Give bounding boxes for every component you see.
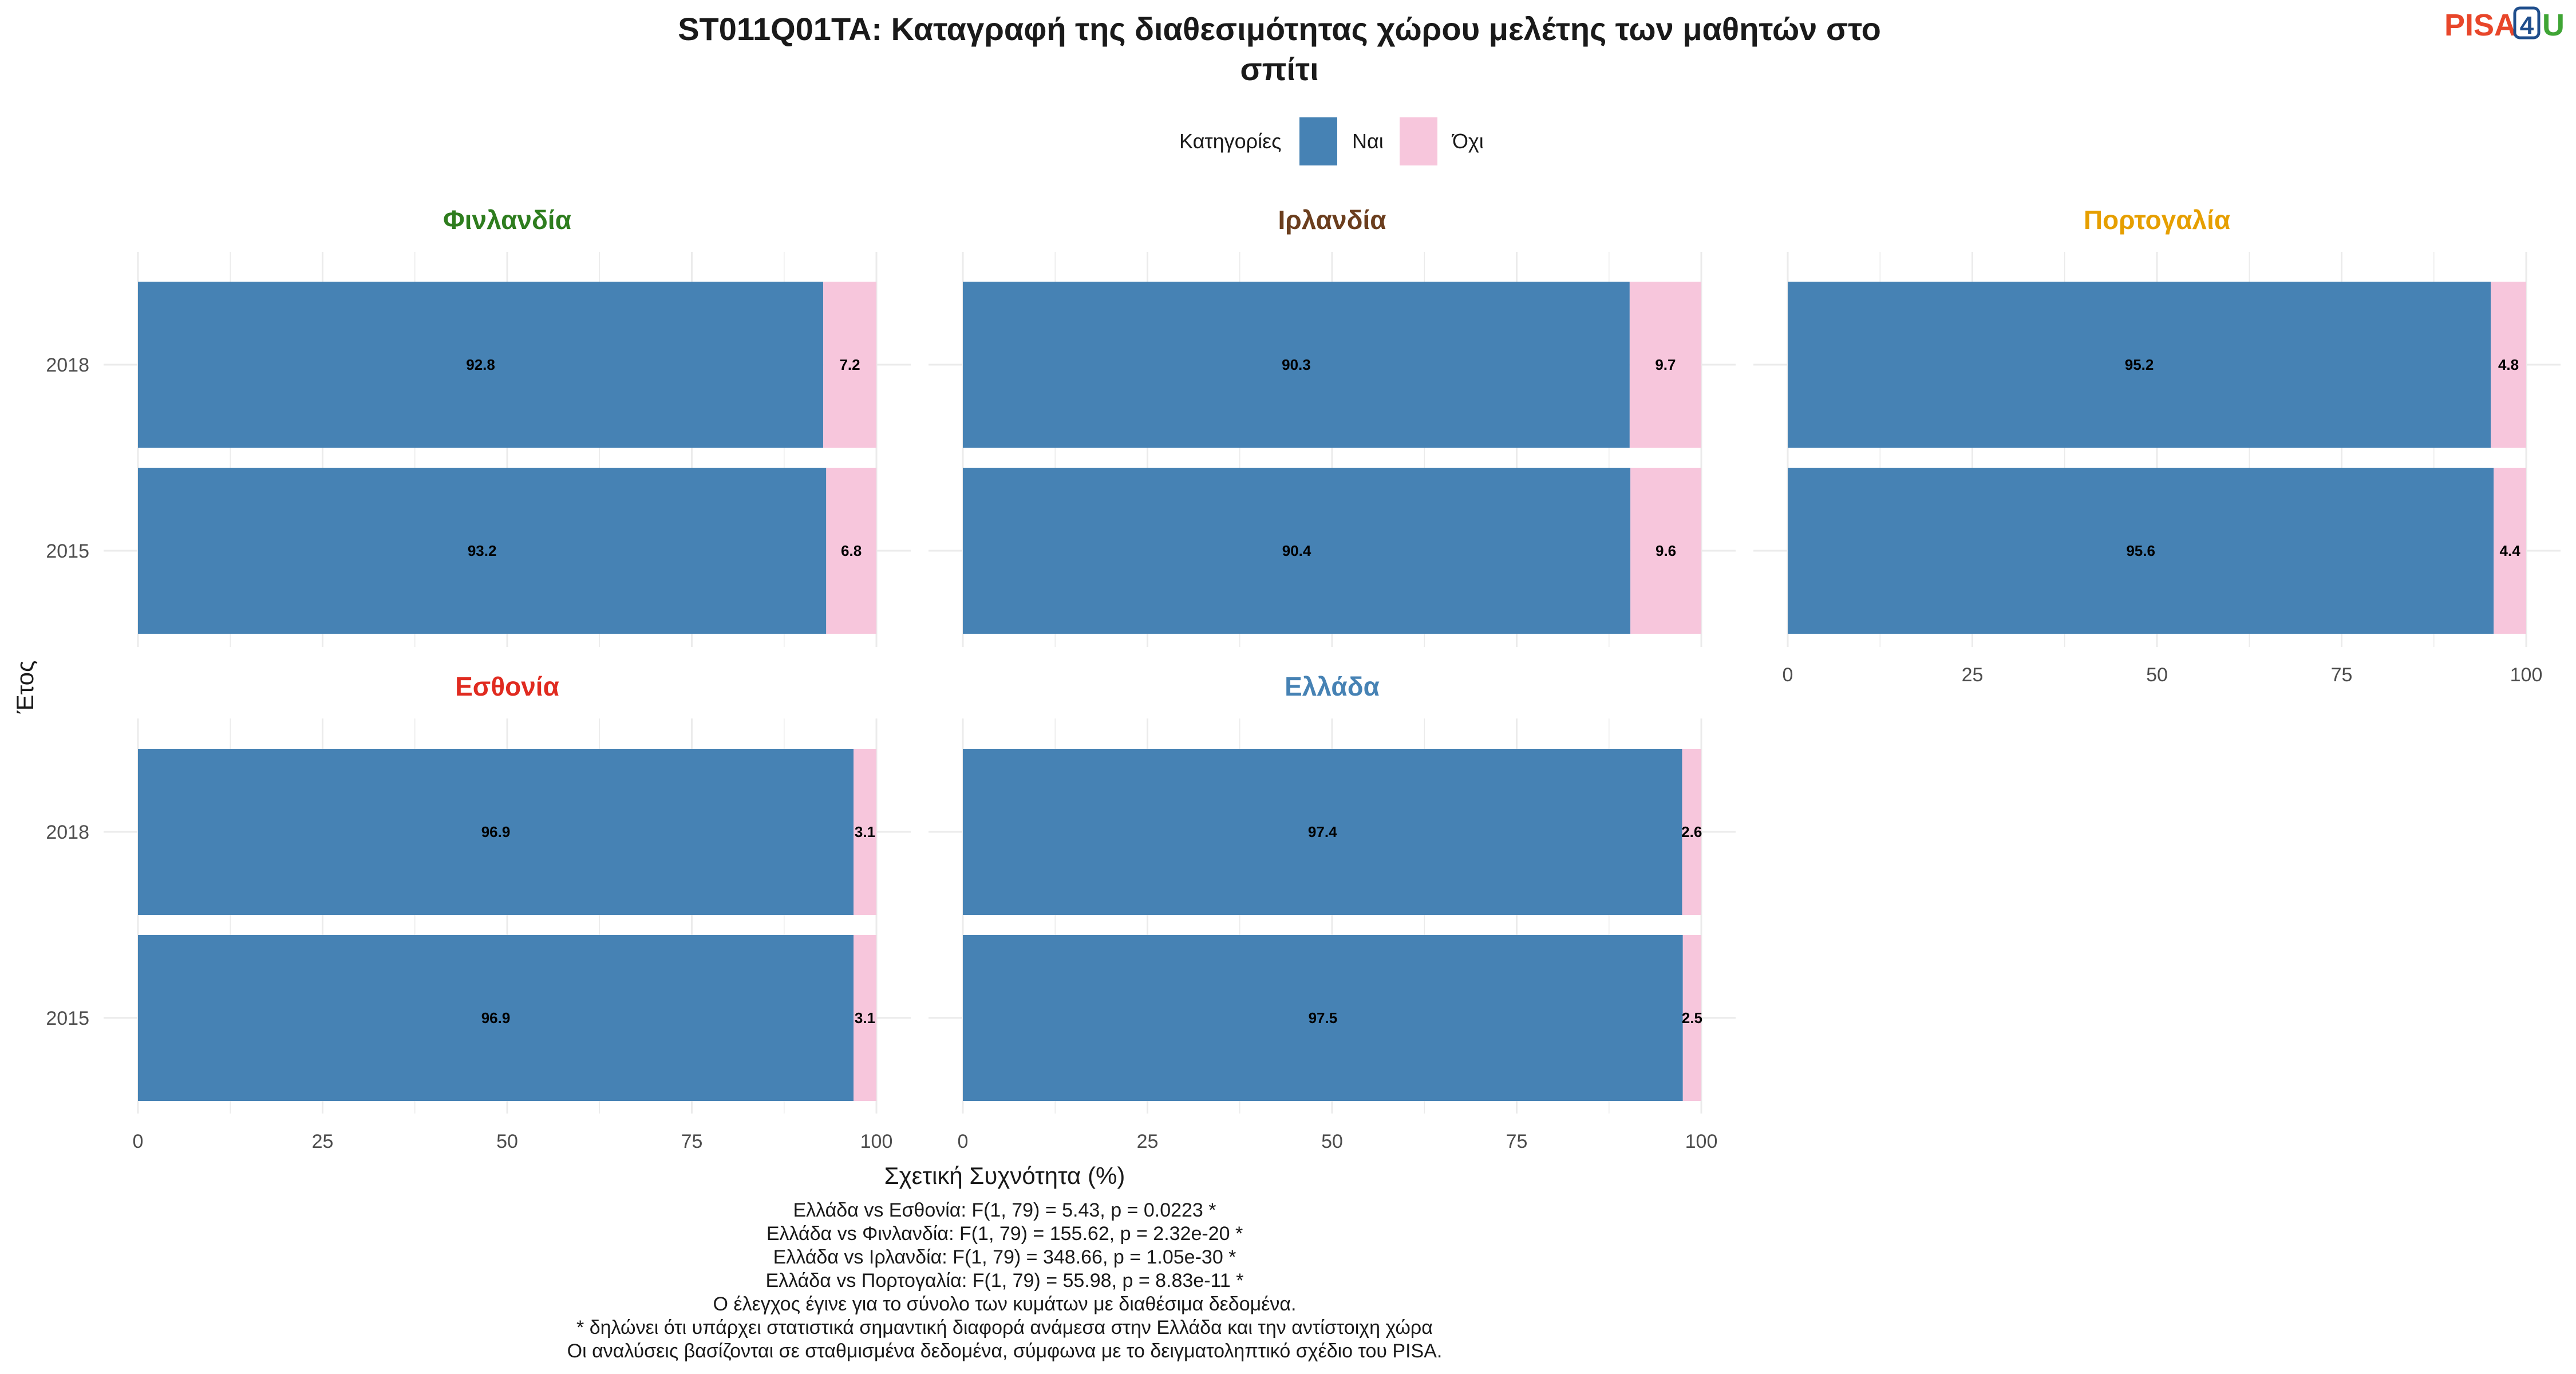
bar-value-label: 2.6 xyxy=(1681,823,1702,840)
footnote-line: * δηλώνει ότι υπάρχει στατιστικά σημαντι… xyxy=(576,1317,1433,1339)
bar-oxi-2018 xyxy=(854,749,876,915)
bar-oxi-2015 xyxy=(854,935,876,1101)
x-axis-title: Σχετική Συχνότητα (%) xyxy=(884,1162,1125,1189)
bar-nai-2018 xyxy=(1788,282,2491,448)
x-tick-label: 0 xyxy=(1783,664,1793,686)
facet-panel: Ιρλανδία 90.3 9.7 90.4 9.6 xyxy=(929,205,1736,647)
bar-oxi-2018 xyxy=(2491,282,2526,448)
facet-title: Ιρλανδία xyxy=(1278,205,1386,235)
bar-nai-2018 xyxy=(138,282,824,448)
x-tick-label: 100 xyxy=(2510,664,2543,686)
facet-title: Ελλάδα xyxy=(1285,672,1380,701)
bar-nai-2015 xyxy=(138,935,854,1101)
chart-title-line2: σπίτι xyxy=(1240,51,1318,87)
bar-value-label: 2.5 xyxy=(1682,1009,1702,1026)
x-tick-label: 50 xyxy=(1321,1131,1343,1152)
legend: Κατηγορίες Ναι Όχι xyxy=(1179,117,1484,165)
footnote-line: Ο έλεγχος έγινε για το σύνολο των κυμάτω… xyxy=(713,1293,1297,1315)
bar-nai-2018 xyxy=(963,282,1630,448)
bar-oxi-2018 xyxy=(1682,749,1701,915)
bar-oxi-2015 xyxy=(1630,468,1701,634)
bar-nai-2018 xyxy=(138,749,854,915)
facet-title: Πορτογαλία xyxy=(2084,205,2230,235)
logo-text-u: U xyxy=(2542,8,2565,42)
legend-label-oxi: Όχι xyxy=(1451,129,1484,153)
x-tick-label: 100 xyxy=(860,1131,893,1152)
logo-box xyxy=(2513,6,2541,40)
legend-swatch-oxi xyxy=(1400,117,1437,165)
x-tick-label: 0 xyxy=(133,1131,144,1152)
bar-value-label: 9.7 xyxy=(1655,356,1676,373)
bar-value-label: 97.5 xyxy=(1309,1009,1338,1026)
y-tick-label: 2015 xyxy=(46,540,89,562)
bar-value-label: 92.8 xyxy=(466,356,495,373)
y-tick-label: 2018 xyxy=(46,822,89,843)
facet-title: Εσθονία xyxy=(455,672,559,701)
bar-value-label: 4.4 xyxy=(2500,542,2521,559)
bar-value-label: 3.1 xyxy=(855,823,875,840)
y-axis-title: Έτος xyxy=(11,661,38,714)
x-tick-label: 50 xyxy=(496,1131,518,1152)
footnote-line: Ελλάδα vs Φινλανδία: F(1, 79) = 155.62, … xyxy=(767,1223,1243,1245)
bar-value-label: 3.1 xyxy=(855,1009,875,1026)
bar-oxi-2015 xyxy=(2494,468,2526,634)
x-tick-label: 25 xyxy=(312,1131,334,1152)
footnote-line: Ελλάδα vs Πορτογαλία: F(1, 79) = 55.98, … xyxy=(765,1270,1243,1292)
bar-value-label: 6.8 xyxy=(841,542,862,559)
legend-swatch-nai xyxy=(1299,117,1337,165)
facet-panel: Εσθονία 2018 96.9 3.1 2015 96.9 3.1 0 25 50 75 100 xyxy=(46,672,911,1152)
bar-oxi-2015 xyxy=(1682,935,1701,1101)
bar-value-label: 96.9 xyxy=(481,823,511,840)
facet-panel: Φινλανδία 2018 92.8 7.2 2015 93.2 6.8 xyxy=(46,205,911,647)
bar-nai-2015 xyxy=(963,468,1631,634)
bar-nai-2018 xyxy=(963,749,1682,915)
legend-label-nai: Ναι xyxy=(1352,129,1384,153)
bar-value-label: 96.9 xyxy=(481,1009,511,1026)
x-tick-label: 75 xyxy=(681,1131,703,1152)
legend-title: Κατηγορίες xyxy=(1179,129,1282,153)
x-tick-label: 25 xyxy=(1137,1131,1159,1152)
x-tick-label: 75 xyxy=(2331,664,2353,686)
footnote-line: Ελλάδα vs Εσθονία: F(1, 79) = 5.43, p = … xyxy=(793,1199,1216,1221)
footnotes: Ελλάδα vs Εσθονία: F(1, 79) = 5.43, p = … xyxy=(567,1199,1443,1362)
bar-value-label: 95.2 xyxy=(2125,356,2154,373)
footnote-line: Οι αναλύσεις βασίζονται σε σταθμισμένα δ… xyxy=(567,1340,1443,1362)
bar-value-label: 97.4 xyxy=(1308,823,1337,840)
bar-value-label: 95.6 xyxy=(2126,542,2155,559)
x-tick-label: 25 xyxy=(1962,664,1984,686)
bar-nai-2015 xyxy=(138,468,827,634)
bar-oxi-2018 xyxy=(823,282,876,448)
bar-oxi-2018 xyxy=(1629,282,1701,448)
bar-value-label: 9.6 xyxy=(1656,542,1676,559)
bar-value-label: 90.4 xyxy=(1282,542,1311,559)
bar-value-label: 7.2 xyxy=(839,356,860,373)
facet-panels: Φινλανδία 2018 92.8 7.2 2015 93.2 6.8 Ιρλανδία 9… xyxy=(46,205,2561,1152)
x-tick-label: 0 xyxy=(958,1131,969,1152)
x-tick-label: 50 xyxy=(2146,664,2168,686)
y-tick-label: 2015 xyxy=(46,1008,89,1029)
bar-value-label: 4.8 xyxy=(2498,356,2519,373)
bar-nai-2015 xyxy=(1788,468,2494,634)
footnote-line: Ελλάδα vs Ιρλανδία: F(1, 79) = 348.66, p… xyxy=(773,1246,1236,1268)
facet-panel: Πορτογαλία 95.2 4.8 95.6 4.4 0 25 50 75 100 xyxy=(1753,205,2561,686)
facet-panel: Ελλάδα 97.4 2.6 97.5 2.5 0 25 50 75 100 xyxy=(929,672,1736,1152)
bar-value-label: 93.2 xyxy=(468,542,497,559)
facet-title: Φινλανδία xyxy=(443,205,571,235)
y-tick-label: 2018 xyxy=(46,354,89,376)
logo-text-pisa: PISA xyxy=(2444,8,2516,42)
pisa4u-logo: PISA 4 U xyxy=(2444,6,2565,42)
logo-text-4: 4 xyxy=(2520,11,2534,40)
x-tick-label: 75 xyxy=(1506,1131,1528,1152)
bar-oxi-2015 xyxy=(826,468,876,634)
chart-title-line1: ST011Q01TA: Καταγραφή της διαθεσιμότητας… xyxy=(678,11,1881,47)
bar-value-label: 90.3 xyxy=(1282,356,1311,373)
x-tick-label: 100 xyxy=(1685,1131,1718,1152)
bar-nai-2015 xyxy=(963,935,1683,1101)
